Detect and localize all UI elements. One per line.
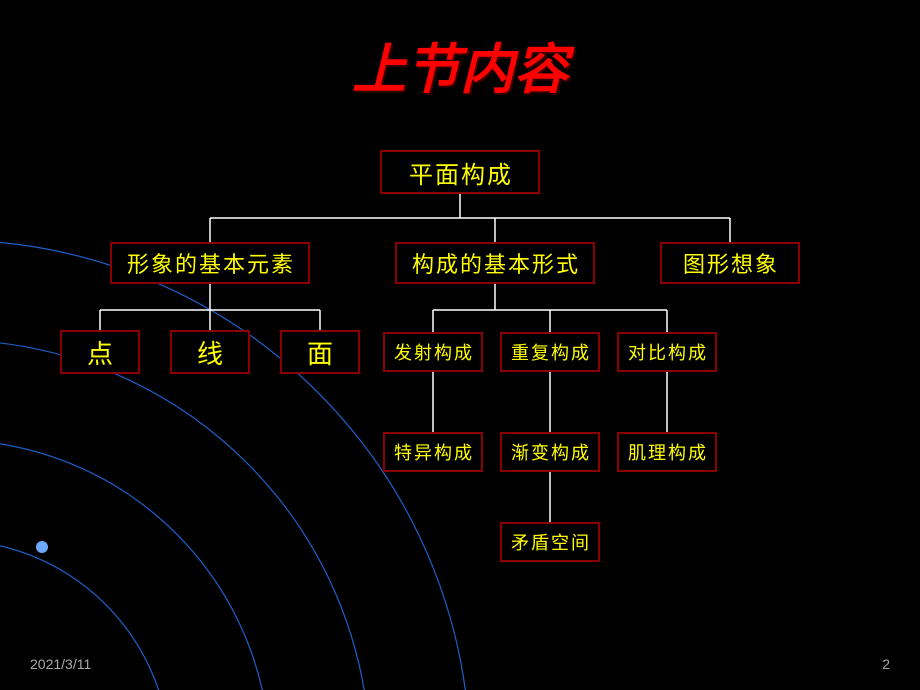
node-r3c: 对比构成 bbox=[617, 332, 717, 372]
slide-title: 上节内容 bbox=[0, 25, 920, 104]
node-l2a: 形象的基本元素 bbox=[110, 242, 310, 284]
node-r4c: 肌理构成 bbox=[617, 432, 717, 472]
node-xian: 线 bbox=[170, 330, 250, 374]
footer-date: 2021/3/11 bbox=[30, 656, 91, 672]
node-r4b: 渐变构成 bbox=[500, 432, 600, 472]
node-l2c: 图形想象 bbox=[660, 242, 800, 284]
node-r4a: 特异构成 bbox=[383, 432, 483, 472]
footer-page: 2 bbox=[882, 656, 890, 672]
node-dian: 点 bbox=[60, 330, 140, 374]
node-r5: 矛盾空间 bbox=[500, 522, 600, 562]
node-l2b: 构成的基本形式 bbox=[395, 242, 595, 284]
node-root: 平面构成 bbox=[380, 150, 540, 194]
node-r3a: 发射构成 bbox=[383, 332, 483, 372]
node-mian: 面 bbox=[280, 330, 360, 374]
node-r3b: 重复构成 bbox=[500, 332, 600, 372]
